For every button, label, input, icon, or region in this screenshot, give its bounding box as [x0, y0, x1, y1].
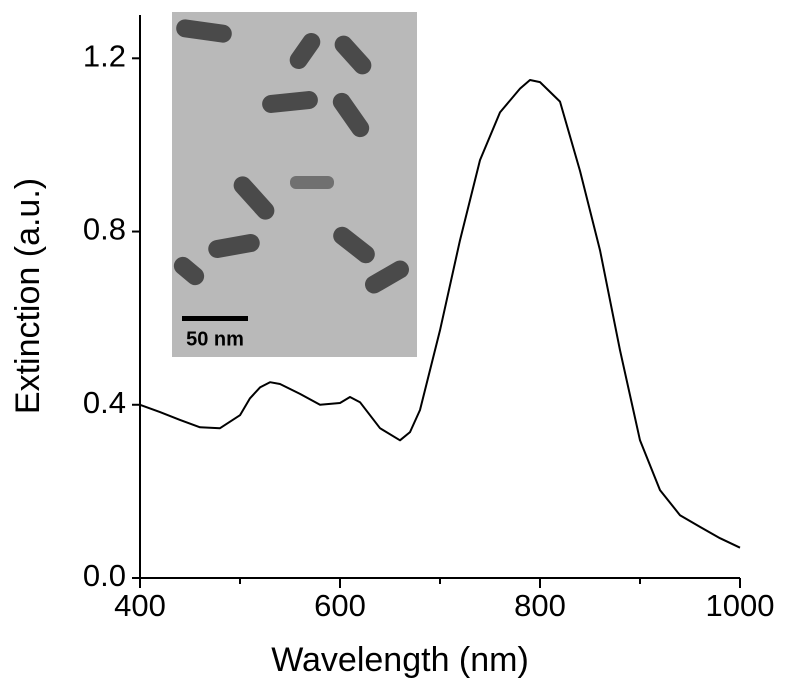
x-tick-label: 600 — [314, 588, 366, 623]
y-axis-label: Extinction (a.u.) — [9, 178, 47, 414]
scale-label: 50 nm — [186, 328, 244, 350]
y-tick-label: 0.8 — [83, 212, 126, 247]
nanorods — [173, 19, 409, 294]
inset-image: 50 nm — [172, 12, 417, 357]
y-tick-label: 1.2 — [83, 38, 126, 73]
y-tick-label: 0.4 — [83, 385, 126, 420]
x-tick-label: 1000 — [706, 588, 775, 623]
y-tick-label: 0.0 — [83, 558, 126, 593]
spectrum-line — [139, 79, 741, 549]
x-tick-label: 400 — [114, 588, 166, 623]
x-axis-label: Wavelength (nm) — [271, 641, 529, 679]
scale-bar — [182, 316, 248, 321]
x-tick-label: 800 — [514, 588, 566, 623]
